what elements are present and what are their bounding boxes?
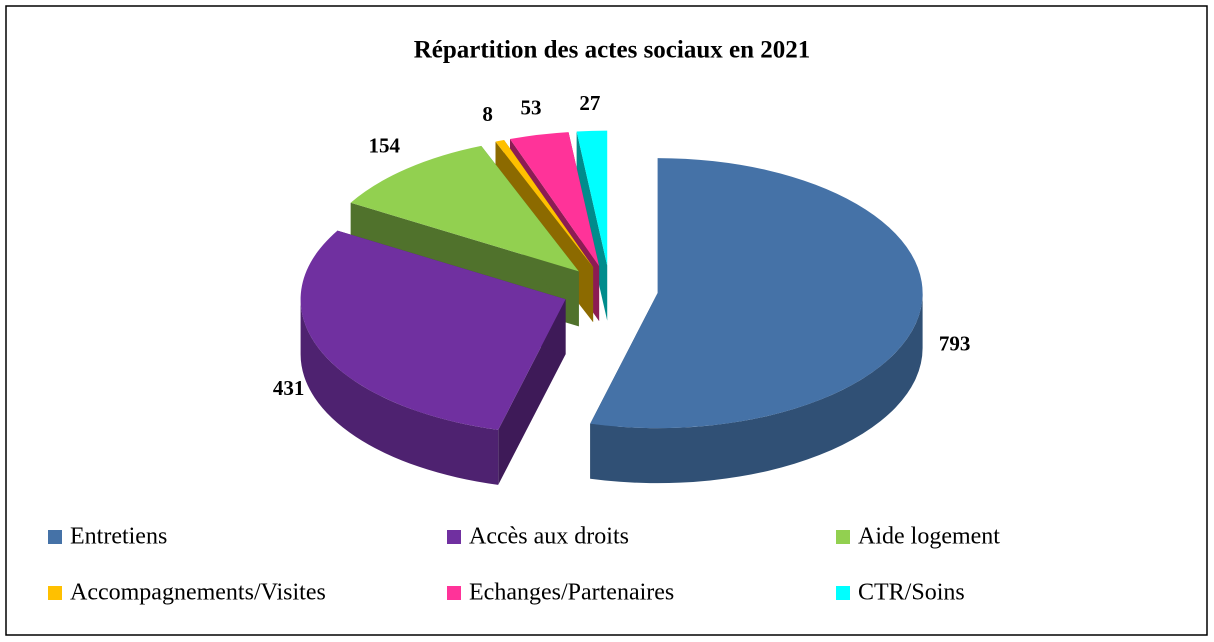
legend-swatch [48, 530, 62, 544]
slice [576, 130, 608, 321]
slice-wall [300, 299, 499, 485]
data-label: 27 [579, 91, 600, 115]
slice-side [576, 131, 608, 321]
slice-top [350, 145, 579, 272]
data-label: 793 [939, 332, 971, 356]
chart-title: Répartition des actes sociaux en 2021 [414, 37, 811, 64]
slice-top [576, 130, 608, 266]
legend-swatch [836, 530, 850, 544]
legend-swatch [447, 586, 461, 600]
slice [300, 230, 566, 485]
legend-label: Accès aux droits [469, 524, 629, 550]
legend-swatch [836, 586, 850, 600]
slice-wall [590, 293, 923, 484]
data-label: 431 [273, 376, 305, 400]
legend-label: CTR/Soins [858, 580, 965, 606]
slice-top [495, 139, 594, 268]
slice [590, 158, 923, 484]
legend-swatch [48, 586, 62, 600]
legend-label: Entretiens [70, 524, 167, 550]
slice-top [300, 230, 566, 430]
legend-label: Accompagnements/Visites [70, 580, 326, 606]
legend-label: Aide logement [858, 524, 1000, 550]
data-label: 8 [482, 102, 493, 126]
legend-swatch [447, 530, 461, 544]
data-label: 53 [521, 95, 542, 119]
chart-border [5, 5, 1208, 636]
slice-top [590, 158, 923, 429]
data-label: 154 [369, 133, 401, 157]
legend-label: Echanges/Partenaires [469, 580, 674, 606]
slice-top [510, 132, 600, 267]
